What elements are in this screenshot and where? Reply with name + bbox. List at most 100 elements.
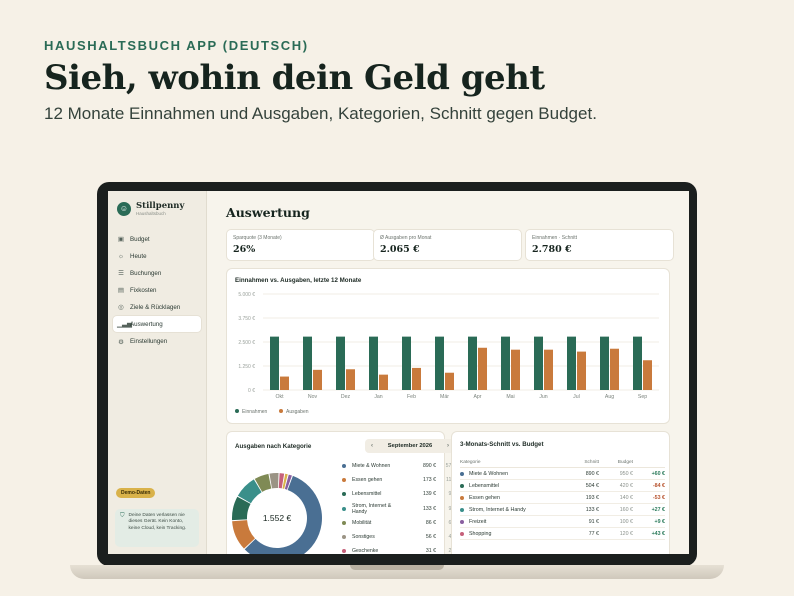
bar-einnahmen[interactable] bbox=[303, 336, 312, 390]
bar-einnahmen[interactable] bbox=[369, 336, 378, 390]
table-row[interactable]: Lebensmittel 504 € 420 € -84 € bbox=[460, 480, 665, 492]
app-name: Stillpenny bbox=[136, 201, 185, 211]
list-icon: ☰ bbox=[118, 270, 124, 278]
bar-ausgaben[interactable] bbox=[478, 347, 487, 390]
table-row[interactable]: Shopping 77 € 120 € +43 € bbox=[460, 528, 665, 540]
row-budget: 160 € bbox=[619, 506, 633, 513]
legend-swatch bbox=[279, 409, 283, 413]
table-row[interactable]: Freizeit 91 € 100 € +9 € bbox=[460, 516, 665, 528]
x-tick-label: Mai bbox=[506, 394, 514, 400]
row-difference: +9 € bbox=[654, 518, 665, 525]
sidebar-item-label: Auswertung bbox=[130, 320, 163, 328]
bar-ausgaben[interactable] bbox=[379, 374, 388, 390]
row-difference: +43 € bbox=[651, 530, 665, 537]
category-amount: 133 € bbox=[423, 505, 436, 512]
bar-einnahmen[interactable] bbox=[468, 336, 477, 390]
donut-slice[interactable] bbox=[232, 520, 255, 549]
bar-ausgaben[interactable] bbox=[346, 369, 355, 390]
sidebar-item-einstellungen[interactable]: ⚙ Einstellungen bbox=[113, 334, 201, 350]
donut-slice[interactable] bbox=[282, 473, 288, 489]
sidebar-item-heute[interactable]: ☼ Heute bbox=[113, 248, 201, 264]
kpi-expenses: Ø Ausgaben pro Monat 2.065 € bbox=[373, 229, 522, 261]
category-color-dot bbox=[460, 471, 464, 476]
bar-ausgaben[interactable] bbox=[643, 360, 652, 390]
sidebar-item-fixkosten[interactable]: ▤ Fixkosten bbox=[113, 282, 201, 298]
donut-slice[interactable] bbox=[269, 473, 279, 489]
bar-ausgaben[interactable] bbox=[544, 349, 553, 390]
table-row[interactable]: Essen gehen 193 € 140 € -53 € bbox=[460, 492, 665, 504]
sidebar-item-buchungen[interactable]: ☰ Buchungen bbox=[113, 265, 201, 281]
y-tick-label: 5.000 € bbox=[238, 292, 255, 298]
y-tick-label: 0 € bbox=[248, 388, 255, 394]
privacy-text: Deine Daten verlassen nie dieses Gerät. … bbox=[128, 513, 187, 531]
bar-ausgaben[interactable] bbox=[412, 367, 421, 390]
row-category-label: Shopping bbox=[469, 530, 492, 537]
category-color-dot bbox=[342, 478, 346, 483]
category-color-dot bbox=[342, 549, 346, 554]
bar-einnahmen[interactable] bbox=[501, 336, 510, 390]
hero-eyebrow: HAUSHALTSBUCH APP (DEUTSCH) bbox=[44, 38, 309, 53]
x-tick-label: Aug bbox=[605, 394, 614, 400]
page-title: Auswertung bbox=[226, 205, 310, 220]
chart-title: Einnahmen vs. Ausgaben, letzte 12 Monate bbox=[235, 277, 362, 284]
sidebar-item-label: Buchungen bbox=[130, 269, 162, 277]
sidebar-item-auswertung[interactable]: ▁▃▅ Auswertung bbox=[113, 316, 201, 333]
sidebar-item-budget[interactable]: ▣ Budget bbox=[113, 231, 201, 247]
brand[interactable]: ☺ Stillpenny Haushaltsbuch bbox=[117, 201, 184, 216]
kpi-label: Einnahmen · Schnitt bbox=[532, 235, 578, 241]
chevron-right-icon[interactable]: › bbox=[447, 443, 449, 449]
bar-einnahmen[interactable] bbox=[567, 336, 576, 390]
row-difference: -84 € bbox=[652, 482, 665, 489]
category-amount: 139 € bbox=[423, 491, 436, 498]
wallet-icon: ▣ bbox=[117, 236, 125, 243]
row-category: Lebensmittel bbox=[460, 483, 565, 489]
donut-slice[interactable] bbox=[237, 479, 262, 504]
bar-einnahmen[interactable] bbox=[534, 336, 543, 390]
bar-einnahmen[interactable] bbox=[270, 336, 279, 390]
donut-slice[interactable] bbox=[244, 475, 322, 554]
gear-icon: ⚙ bbox=[118, 338, 124, 346]
sun-icon: ☼ bbox=[118, 252, 124, 260]
legend-swatch bbox=[235, 409, 239, 413]
bar-ausgaben[interactable] bbox=[610, 348, 619, 390]
row-average: 890 € bbox=[585, 470, 599, 477]
donut-slice[interactable] bbox=[278, 473, 285, 489]
bar-ausgaben[interactable] bbox=[445, 372, 454, 390]
privacy-note: ⛉ Deine Daten verlassen nie dieses Gerät… bbox=[115, 509, 199, 547]
bar-ausgaben[interactable] bbox=[511, 349, 520, 390]
chevron-left-icon[interactable]: ‹ bbox=[371, 443, 373, 449]
bar-ausgaben[interactable] bbox=[577, 351, 586, 390]
bar-einnahmen[interactable] bbox=[600, 336, 609, 390]
table-header: Kategorie Schnitt Budget bbox=[460, 458, 665, 468]
kpi-value: 2.065 € bbox=[380, 244, 420, 255]
donut-slice[interactable] bbox=[284, 474, 292, 490]
donut-slice[interactable] bbox=[254, 473, 272, 492]
bar-einnahmen[interactable] bbox=[633, 336, 642, 390]
table-row[interactable]: Miete & Wohnen 890 € 950 € +60 € bbox=[460, 468, 665, 480]
x-tick-label: Jun bbox=[539, 394, 547, 400]
y-tick-label: 3.750 € bbox=[238, 316, 255, 322]
bar-einnahmen[interactable] bbox=[402, 336, 411, 390]
bar-ausgaben[interactable] bbox=[280, 376, 289, 390]
category-name: Geschenke bbox=[352, 548, 379, 554]
row-budget: 140 € bbox=[619, 494, 633, 501]
category-row[interactable]: Miete & Wohnen 890 €57% bbox=[342, 460, 456, 472]
bar-einnahmen[interactable] bbox=[336, 336, 345, 390]
table-row[interactable]: Strom, Internet & Handy 133 € 160 € +27 € bbox=[460, 504, 665, 516]
row-average: 504 € bbox=[585, 482, 599, 489]
bar-ausgaben[interactable] bbox=[313, 369, 322, 390]
row-average: 77 € bbox=[588, 530, 599, 537]
sidebar-item-ziele-rücklagen[interactable]: ◎ Ziele & Rücklagen bbox=[113, 299, 201, 315]
row-category-label: Lebensmittel bbox=[469, 482, 500, 489]
category-percent: 57% bbox=[436, 463, 456, 469]
month-selector[interactable]: ‹ September 2026 › bbox=[365, 439, 455, 453]
donut-slice[interactable] bbox=[232, 496, 251, 521]
bar-einnahmen[interactable] bbox=[435, 336, 444, 390]
row-category: Shopping bbox=[460, 531, 565, 537]
